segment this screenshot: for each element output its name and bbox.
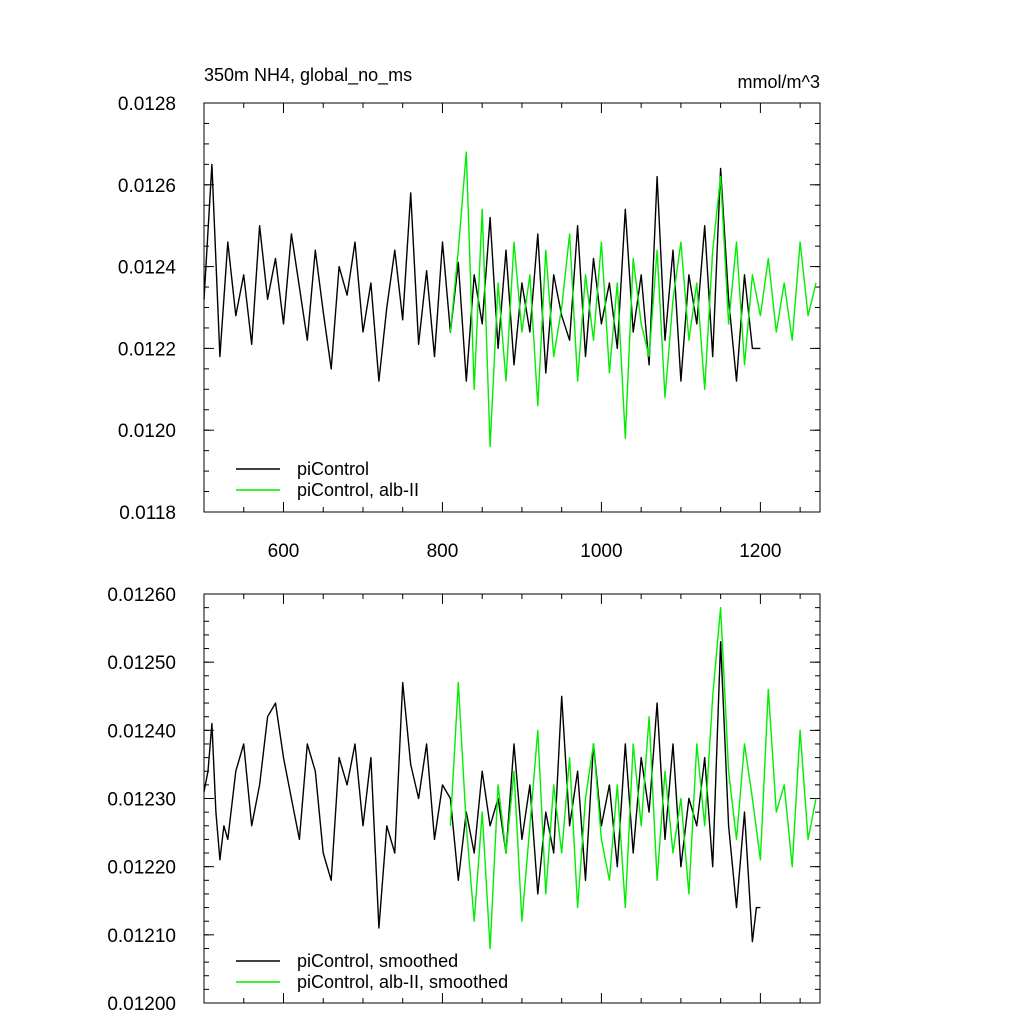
legend-label-picontrol-smoothed: piControl, smoothed	[297, 951, 458, 971]
y-tick-label-bottom-3: 0.01230	[107, 790, 176, 811]
series-line-bottom-picontrol	[203, 641, 761, 943]
y-tick-label-top-2: 0.0122	[118, 339, 176, 360]
y-tick-label-bottom-6: 0.01260	[107, 585, 176, 606]
series-line-bottom-alb-ii	[449, 606, 817, 950]
series-line-top-alb-ii	[449, 151, 817, 448]
y-tick-label-bottom-2: 0.01220	[107, 858, 176, 879]
axis-ticks-top	[203, 102, 820, 513]
legend-bottom: piControl, smoothed piControl, alb-II, s…	[236, 951, 508, 992]
series-line-top-picontrol	[203, 163, 761, 382]
y-tick-label-bottom-1: 0.01210	[107, 926, 176, 947]
x-tick-label-3: 1200	[739, 541, 781, 562]
y-tick-label-bottom-4: 0.01240	[107, 721, 176, 742]
series-group-top	[203, 151, 817, 448]
chart-title: 350m NH4, global_no_ms	[204, 65, 412, 86]
y-tick-label-top-5: 0.0128	[118, 94, 176, 115]
x-tick-labels-top: 600 800 1000 1200	[268, 541, 782, 562]
x-tick-label-1: 800	[427, 541, 459, 562]
chart-panel-top: 350m NH4, global_no_ms mmol/m^3 0.01180.…	[118, 65, 821, 562]
legend-label-picontrol: piControl	[297, 459, 369, 479]
chart-panel-bottom: 0.01200 0.01210 0.01220 0.01230 0.01240 0.012…	[107, 585, 821, 1015]
y-tick-label-top-4: 0.0126	[118, 176, 176, 197]
legend-label-alb-ii: piControl, alb-II	[297, 480, 419, 500]
y-tick-label-bottom-5: 0.01250	[107, 653, 176, 674]
y-tick-label-bottom-0: 0.01200	[107, 994, 176, 1015]
series-group-bottom	[203, 606, 817, 950]
y-tick-label-top-1: 0.0120	[118, 421, 176, 442]
legend-top: piControl piControl, alb-II	[236, 459, 419, 500]
units-label: mmol/m^3	[738, 72, 820, 92]
x-tick-label-2: 1000	[580, 541, 622, 562]
y-tick-labels-bottom: 0.01200 0.01210 0.01220 0.01230 0.01240 0.012…	[107, 585, 176, 1015]
y-tick-labels-top: 0.0118 0.0120 0.0122 0.0124 0.0126 0.0128	[118, 94, 177, 524]
y-tick-label-top-3: 0.0124	[118, 258, 177, 279]
legend-label-alb-ii-smoothed: piControl, alb-II, smoothed	[297, 972, 508, 992]
x-tick-label-0: 600	[268, 541, 300, 562]
y-tick-label-top-0: 0.0118	[119, 503, 176, 524]
